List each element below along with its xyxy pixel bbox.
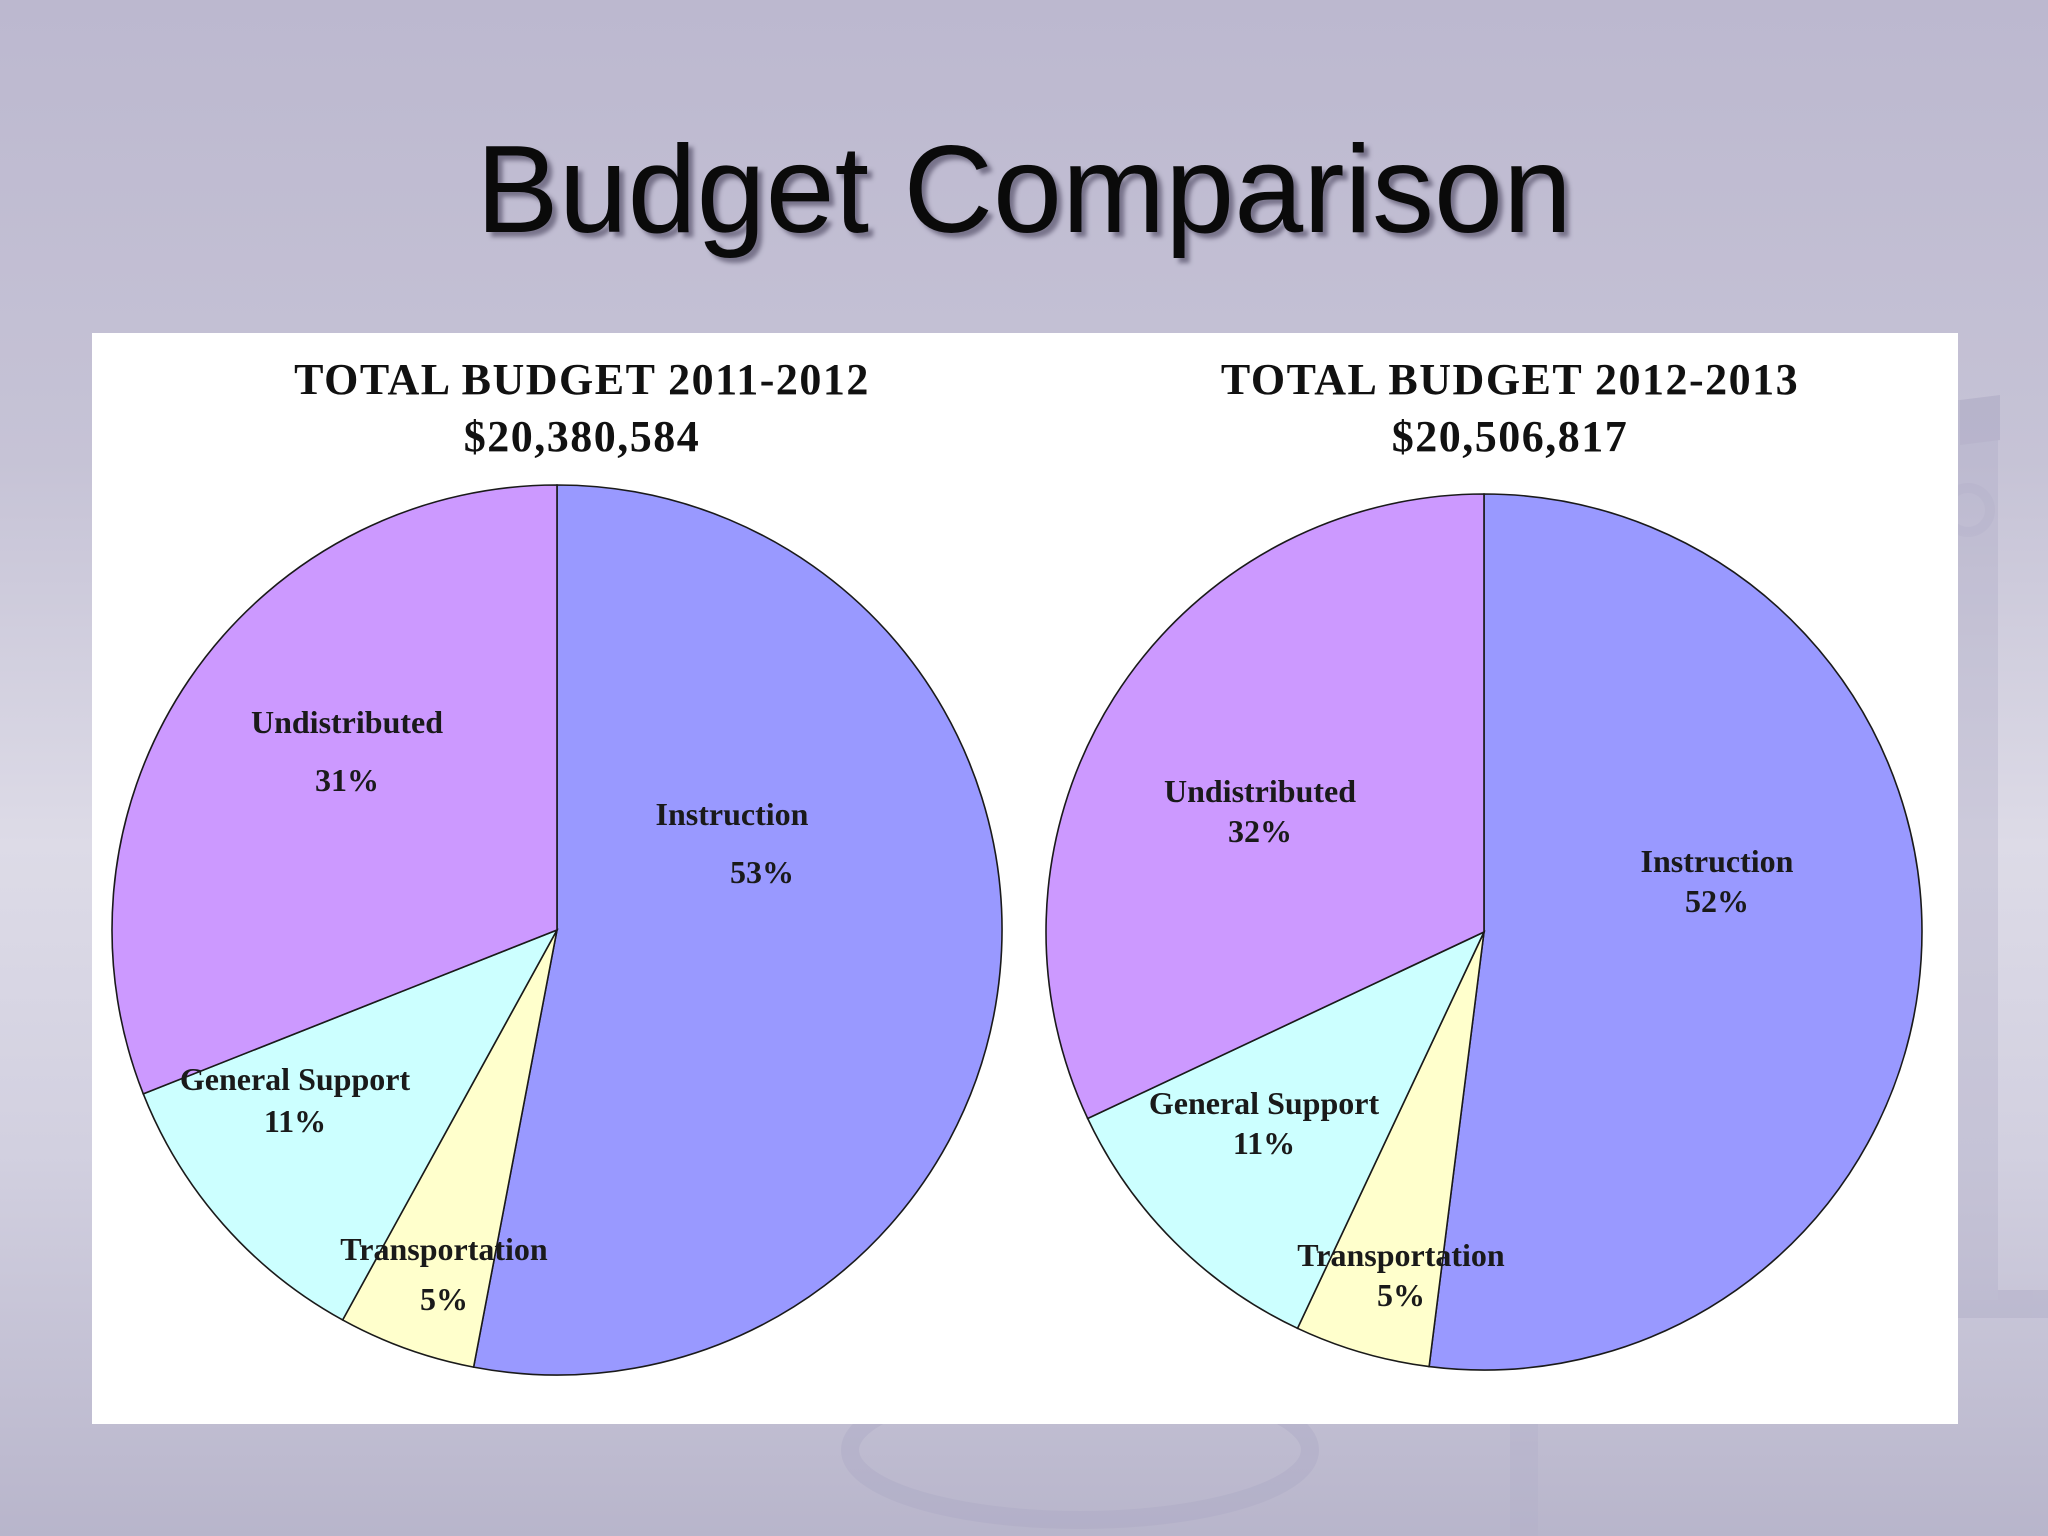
slice-percent-label: 31%	[315, 762, 379, 798]
slice-percent-label: 53%	[730, 854, 794, 890]
pie-slice-undistributed	[1045, 493, 1485, 1120]
chart-subtitle: $20,506,817	[1392, 412, 1629, 461]
slice-label: Transportation	[340, 1231, 548, 1267]
slice-percent-label: 32%	[1228, 813, 1292, 849]
slice-label: General Support	[180, 1061, 411, 1097]
chart-2011-2012: TOTAL BUDGET 2011-2012 $20,380,584 Instr…	[111, 355, 1003, 1376]
slice-percent-label: 52%	[1685, 883, 1749, 919]
pie-slice-instruction	[1428, 493, 1923, 1371]
chart-title: TOTAL BUDGET 2011-2012	[294, 355, 870, 404]
chart-title: TOTAL BUDGET 2012-2013	[1221, 355, 1799, 404]
chart-subtitle: $20,380,584	[464, 412, 701, 461]
slice-percent-label: 5%	[1377, 1277, 1425, 1313]
pie-slice-undistributed	[111, 484, 558, 1095]
chart-2012-2013: TOTAL BUDGET 2012-2013 $20,506,817 Instr…	[1045, 355, 1923, 1371]
pie-slice-general-support	[142, 928, 559, 1322]
pie-2011-2012: Instruction 53% Transportation 5% General Su…	[111, 484, 1003, 1376]
pie-2012-2013: Instruction 52% Transportation 5% General Su…	[1045, 493, 1923, 1371]
pie-slice-general-support	[1086, 930, 1486, 1330]
slice-label: Instruction	[1641, 843, 1794, 879]
slice-label: Undistributed	[251, 704, 443, 740]
slide-title: Budget Comparison	[476, 121, 1572, 259]
slice-percent-label: 11%	[1233, 1125, 1295, 1161]
pie-slice-instruction	[472, 484, 1003, 1376]
pie-charts: TOTAL BUDGET 2011-2012 $20,380,584 Instr…	[111, 355, 1923, 1376]
slice-percent-label: 5%	[420, 1281, 468, 1317]
chart-panel: TOTAL BUDGET 2011-2012 $20,380,584 Instr…	[92, 333, 1958, 1424]
slice-label: General Support	[1149, 1085, 1380, 1121]
slice-percent-label: 11%	[264, 1103, 326, 1139]
slice-label: Instruction	[656, 796, 809, 832]
slice-label: Transportation	[1297, 1237, 1505, 1273]
slice-label: Undistributed	[1164, 773, 1356, 809]
